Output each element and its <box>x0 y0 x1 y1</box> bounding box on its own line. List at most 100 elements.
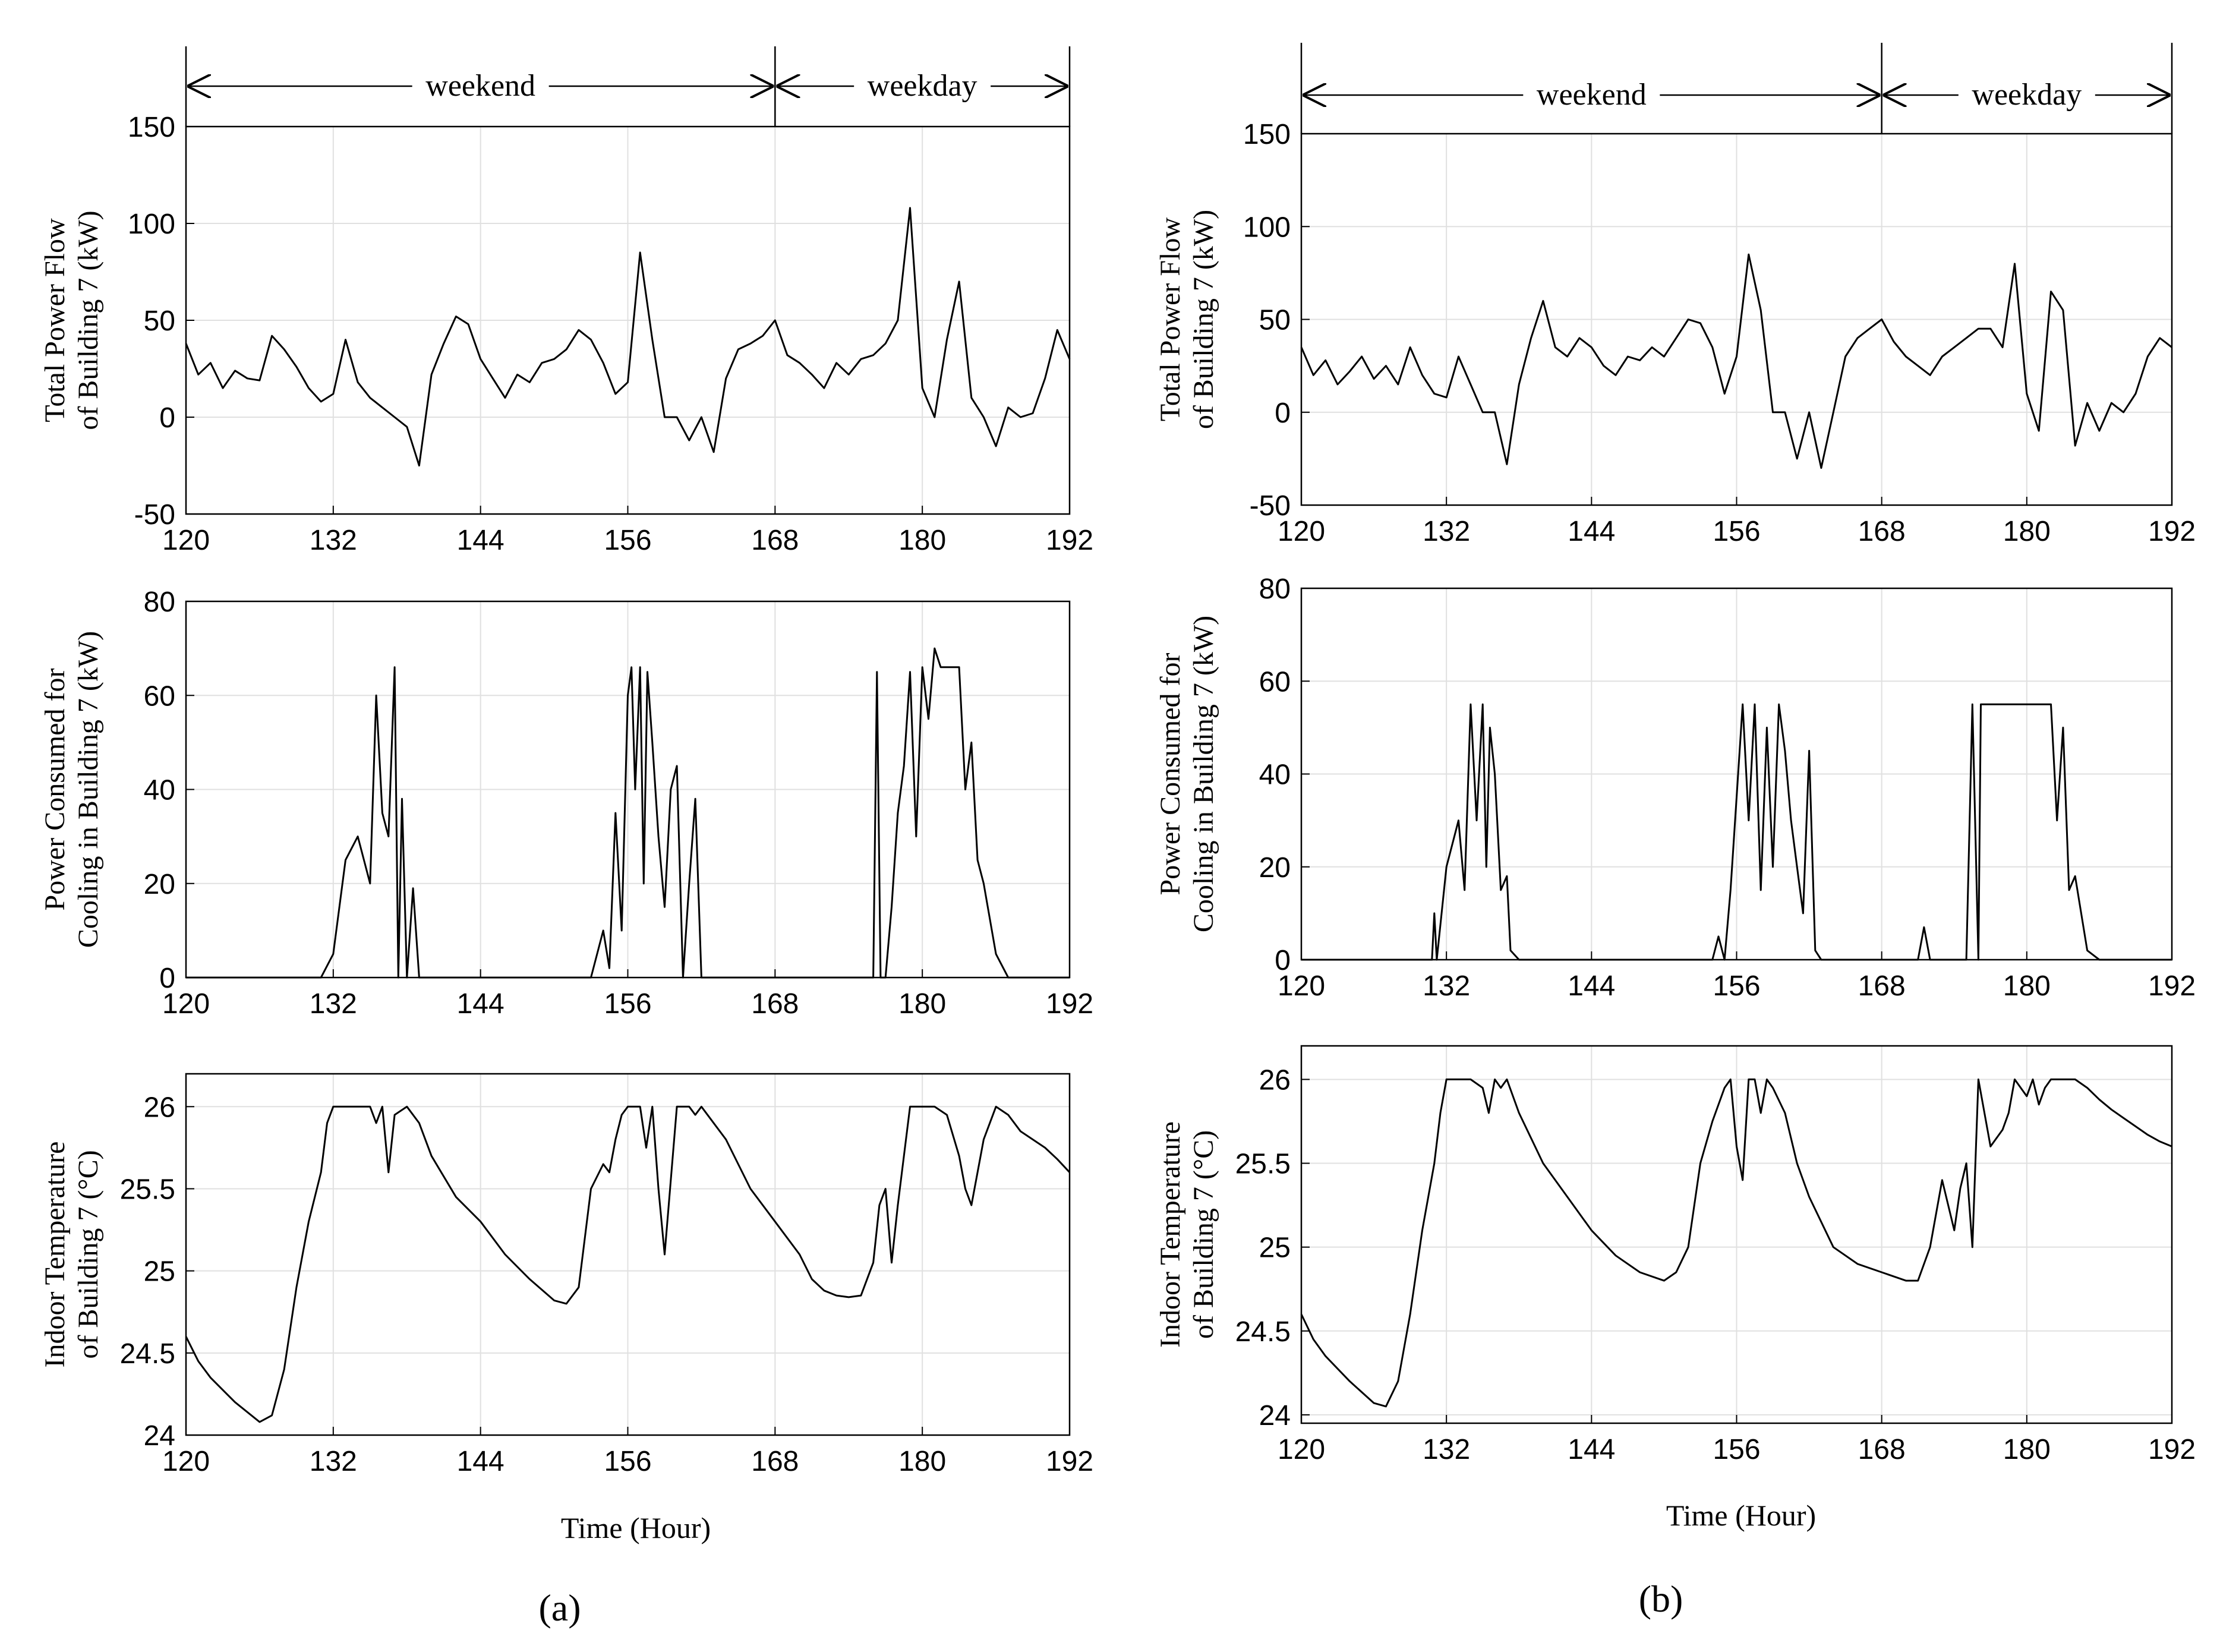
y-tick-label: -50 <box>134 499 175 531</box>
y-tick-label: 50 <box>1259 305 1291 336</box>
y-tick-label: 100 <box>1243 212 1291 243</box>
y-axis-label-line: Power Consumed for <box>39 669 71 911</box>
x-tick-label: 168 <box>751 1446 799 1477</box>
x-tick-label: 192 <box>1046 988 1093 1020</box>
y-axis-label-line: Total Power Flow <box>1155 217 1186 422</box>
y-tick-label: 24 <box>144 1420 175 1452</box>
chart-a-2: 120 132 144 156 168 180 192 24 24.5 25 25.5 26 Indoo… <box>39 1073 1093 1477</box>
band-label-weekend: weekend <box>1537 78 1647 112</box>
xlabel-a: Time (Hour) <box>561 1511 711 1544</box>
y-axis-label-line: Cooling in Building 7 (kW) <box>72 631 104 948</box>
xlabel-b: Time (Hour) <box>1666 1499 1816 1532</box>
y-tick-label: 25 <box>144 1256 175 1288</box>
x-tick-label: 132 <box>1423 970 1470 1002</box>
y-tick-label: 20 <box>1259 852 1291 884</box>
chart-b-3: 120 132 144 156 168 180 192 -50 0 50 100 150 Total P… <box>1155 43 2196 547</box>
y-tick-label: 60 <box>144 680 175 712</box>
x-tick-label: 120 <box>1278 516 1325 547</box>
band-label-weekday: weekday <box>868 69 977 103</box>
x-tick-label: 180 <box>898 525 946 556</box>
x-tick-label: 120 <box>1278 970 1325 1002</box>
y-tick-label: 0 <box>159 402 175 434</box>
x-tick-label: 120 <box>1278 1434 1325 1465</box>
y-axis-label: Power Consumed forCooling in Building 7 … <box>1155 616 1219 932</box>
y-tick-label: 25.5 <box>120 1174 175 1205</box>
y-tick-label: 50 <box>144 305 175 337</box>
x-tick-label: 192 <box>2148 516 2196 547</box>
y-axis-label-line: Cooling in Building 7 (kW) <box>1188 616 1219 932</box>
y-tick-label: 0 <box>1275 398 1291 429</box>
x-tick-label: 168 <box>751 988 799 1020</box>
y-tick-label: 25 <box>1259 1232 1291 1264</box>
y-axis-label-line: of Building 7 (°C) <box>72 1150 104 1358</box>
x-tick-label: 156 <box>1713 970 1760 1002</box>
y-tick-label: 40 <box>1259 759 1291 791</box>
x-tick-label: 120 <box>162 1446 210 1477</box>
x-tick-label: 180 <box>898 1446 946 1477</box>
x-tick-label: 132 <box>1423 1434 1470 1465</box>
y-tick-label: 40 <box>144 775 175 806</box>
x-tick-label: 156 <box>1713 516 1760 547</box>
x-tick-label: 156 <box>604 988 651 1020</box>
x-tick-label: 180 <box>2003 970 2051 1002</box>
y-tick-label: 0 <box>159 963 175 994</box>
chart-a-1: 120 132 144 156 168 180 192 0 20 40 60 80 Power Cons… <box>39 587 1093 1020</box>
series-line <box>1301 703 2172 961</box>
x-tick-label: 144 <box>1568 516 1615 547</box>
x-tick-label: 120 <box>162 525 210 556</box>
x-tick-label: 180 <box>2003 516 2051 547</box>
x-tick-label: 192 <box>2148 970 2196 1002</box>
y-axis-label: Indoor Temperatureof Building 7 (°C) <box>39 1142 104 1368</box>
series-line <box>185 207 1071 466</box>
y-tick-label: 0 <box>1275 945 1291 976</box>
x-tick-label: 144 <box>457 1446 504 1477</box>
y-tick-label: 60 <box>1259 666 1291 698</box>
panel-label-b: (b) <box>1639 1578 1683 1620</box>
x-tick-label: 192 <box>1046 525 1093 556</box>
x-tick-label: 156 <box>604 1446 651 1477</box>
x-tick-label: 180 <box>898 988 946 1020</box>
x-tick-label: 156 <box>604 525 651 556</box>
y-tick-label: 24 <box>1259 1400 1291 1432</box>
y-axis-label: Power Consumed forCooling in Building 7 … <box>39 631 104 948</box>
y-tick-label: 24.5 <box>120 1338 175 1370</box>
y-axis-label: Total Power Flowof Building 7 (kW) <box>1155 210 1219 429</box>
y-tick-label: 80 <box>144 587 175 618</box>
y-axis-label-line: Total Power Flow <box>39 218 71 423</box>
x-tick-label: 144 <box>457 525 504 556</box>
y-axis-label-line: of Building 7 (kW) <box>1188 210 1219 429</box>
band-label-weekday: weekday <box>1972 78 2082 112</box>
x-tick-label: 132 <box>310 988 357 1020</box>
chart-b-5: 120 132 144 156 168 180 192 24 24.5 25 25.5 26 Indoo… <box>1155 1045 2196 1465</box>
x-tick-label: 144 <box>1568 970 1615 1002</box>
y-axis-label-line: Indoor Temperature <box>39 1142 71 1368</box>
x-tick-label: 180 <box>2003 1434 2051 1465</box>
x-tick-label: 132 <box>310 525 357 556</box>
y-tick-label: 20 <box>144 869 175 900</box>
y-tick-label: 150 <box>1243 119 1291 150</box>
series-line <box>185 1105 1071 1423</box>
y-tick-label: 100 <box>128 209 175 240</box>
series-line <box>1300 1078 2172 1408</box>
band-label-weekend: weekend <box>425 69 535 103</box>
y-axis-label-line: Power Consumed for <box>1155 653 1186 896</box>
y-tick-label: 150 <box>128 112 175 143</box>
chart-a-0: 120 132 144 156 168 180 192 -50 0 50 100 150 Total P… <box>39 46 1093 556</box>
y-tick-label: 26 <box>144 1092 175 1123</box>
y-tick-label: 26 <box>1259 1064 1291 1096</box>
x-tick-label: 144 <box>457 988 504 1020</box>
x-tick-label: 132 <box>310 1446 357 1477</box>
x-tick-label: 156 <box>1713 1434 1760 1465</box>
y-axis-label: Total Power Flowof Building 7 (kW) <box>39 210 104 430</box>
panel-label-a: (a) <box>538 1587 581 1629</box>
y-tick-label: 25.5 <box>1235 1149 1291 1180</box>
x-tick-label: 144 <box>1568 1434 1615 1465</box>
y-axis-label-line: Indoor Temperature <box>1155 1121 1186 1348</box>
x-tick-label: 120 <box>162 988 210 1020</box>
chart-b-4: 120 132 144 156 168 180 192 0 20 40 60 80 Power Cons… <box>1155 573 2196 1002</box>
x-tick-label: 192 <box>2148 1434 2196 1465</box>
y-axis-label: Indoor Temperatureof Building 7 (°C) <box>1155 1121 1219 1348</box>
y-tick-label: -50 <box>1250 490 1291 522</box>
series-line <box>186 647 1070 979</box>
